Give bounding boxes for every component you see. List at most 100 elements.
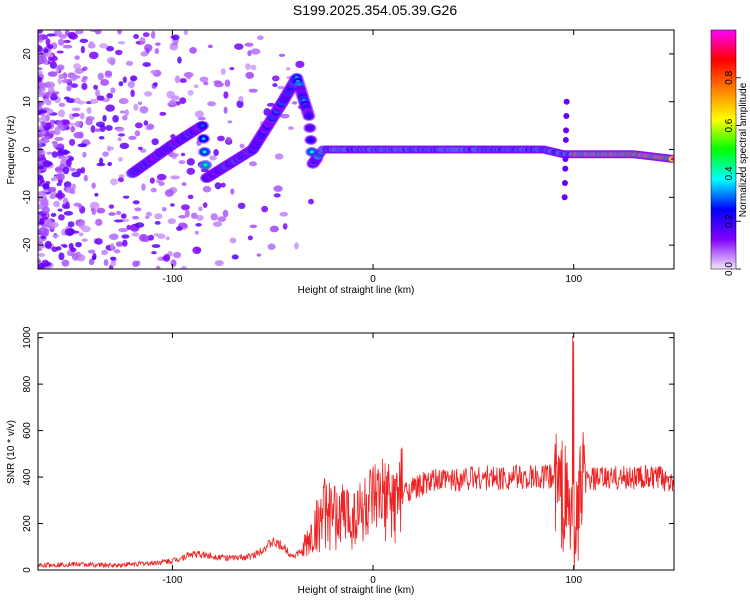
heatmap-cell: [86, 107, 92, 115]
heatmap-cell: [62, 44, 73, 49]
heatmap-cell: [238, 95, 244, 102]
heatmap-spike-cell: [561, 179, 568, 186]
heatmap-cell: [51, 151, 58, 158]
heatmap-cell: [96, 95, 105, 101]
heatmap-cell: [57, 208, 63, 212]
heatmap-cell: [109, 146, 114, 151]
heatmap-cell: [39, 84, 46, 90]
heatmap-cell: [237, 202, 246, 210]
heatmap-cell: [247, 235, 253, 241]
heatmap-cell: [186, 167, 196, 175]
heatmap-cell: [71, 107, 81, 112]
heatmap-y-tick-label: -10: [22, 190, 33, 205]
heatmap-cell: [174, 75, 181, 84]
heatmap-cell: [74, 121, 83, 128]
heatmap-cell: [55, 173, 65, 181]
heatmap-cell: [49, 61, 58, 69]
heatmap-cell: [55, 246, 62, 251]
heatmap-cell: [70, 83, 79, 88]
heatmap-cell: [119, 142, 130, 150]
heatmap-cell: [90, 125, 96, 133]
heatmap-cell: [118, 174, 125, 179]
heatmap-cell: [122, 76, 127, 84]
heatmap-cell: [202, 202, 208, 209]
heatmap-cell: [271, 75, 280, 82]
heatmap-cell: [177, 56, 182, 64]
heatmap-cell: [190, 212, 198, 219]
heatmap-cell: [250, 64, 257, 71]
heatmap-cell: [65, 201, 70, 209]
heatmap-cell: [118, 97, 129, 105]
heatmap-cell: [53, 128, 61, 136]
heatmap-ridge-core: [307, 126, 312, 130]
heatmap-cell: [50, 177, 56, 182]
heatmap-cell: [57, 155, 68, 160]
heatmap-spike-cell: [563, 127, 570, 134]
heatmap-cell: [117, 133, 125, 137]
heatmap-cell: [44, 108, 54, 115]
heatmap-cell: [58, 102, 66, 108]
heatmap-cell: [56, 120, 63, 128]
heatmap-image: [38, 30, 674, 269]
heatmap-cell: [194, 230, 199, 235]
heatmap-cell: [66, 85, 72, 92]
heatmap-cell: [107, 145, 112, 152]
heatmap-cell: [74, 68, 84, 75]
heatmap-cell: [47, 71, 58, 77]
heatmap-cell: [38, 258, 41, 262]
heatmap-cell: [42, 261, 52, 267]
heatmap-cell: [91, 208, 97, 216]
heatmap-cell: [88, 51, 99, 60]
heatmap-cell: [57, 148, 67, 155]
heatmap-cell: [122, 239, 128, 247]
heatmap-cell: [63, 96, 70, 100]
heatmap-cell: [169, 43, 178, 51]
heatmap-cell: [155, 265, 161, 269]
heatmap-cell: [159, 111, 167, 116]
heatmap-cell: [109, 58, 116, 66]
heatmap-cell: [38, 34, 43, 41]
heatmap-cell: [103, 259, 109, 266]
heatmap-cell: [68, 138, 76, 146]
heatmap-cell: [154, 48, 160, 55]
heatmap-cell: [150, 187, 157, 193]
heatmap-cell: [38, 67, 43, 71]
heatmap-cell: [140, 51, 149, 57]
heatmap-cell: [38, 90, 44, 98]
colorbar-tick-label: 0.6: [724, 118, 735, 132]
snr-y-ticks: 0 200 400 600 800 1000: [22, 326, 674, 573]
heatmap-cell: [147, 123, 155, 130]
heatmap-cell: [277, 85, 285, 90]
heatmap-cell: [163, 254, 171, 262]
heatmap-cell: [58, 214, 65, 221]
heatmap-cell: [217, 135, 225, 142]
heatmap-cell: [261, 205, 269, 213]
heatmap-cell: [249, 224, 258, 229]
heatmap-cell: [95, 218, 103, 227]
heatmap-ridge-core: [670, 157, 674, 161]
heatmap-cell: [77, 203, 82, 210]
heatmap-cell: [99, 43, 108, 49]
heatmap-cell: [128, 135, 137, 140]
heatmap-cell: [119, 110, 126, 114]
heatmap-cell: [118, 81, 124, 87]
heatmap-cell: [38, 247, 42, 252]
heatmap-cell: [42, 189, 50, 193]
heatmap-cell: [144, 43, 153, 52]
heatmap-cell: [229, 67, 235, 71]
heatmap-cell: [239, 143, 245, 149]
heatmap-cell: [62, 244, 68, 248]
heatmap-cell: [74, 97, 81, 104]
heatmap-cell: [48, 53, 54, 58]
heatmap-cell: [210, 213, 218, 221]
heatmap-cell: [227, 120, 233, 124]
heatmap-cell: [117, 30, 122, 35]
heatmap-cell: [38, 169, 41, 175]
heatmap-cell: [244, 42, 254, 47]
heatmap-cell: [74, 55, 80, 60]
heatmap-cell: [248, 88, 258, 93]
heatmap-cell: [85, 117, 93, 126]
heatmap-cell: [187, 194, 194, 200]
heatmap-cell: [50, 93, 58, 101]
heatmap-cell: [180, 204, 190, 211]
